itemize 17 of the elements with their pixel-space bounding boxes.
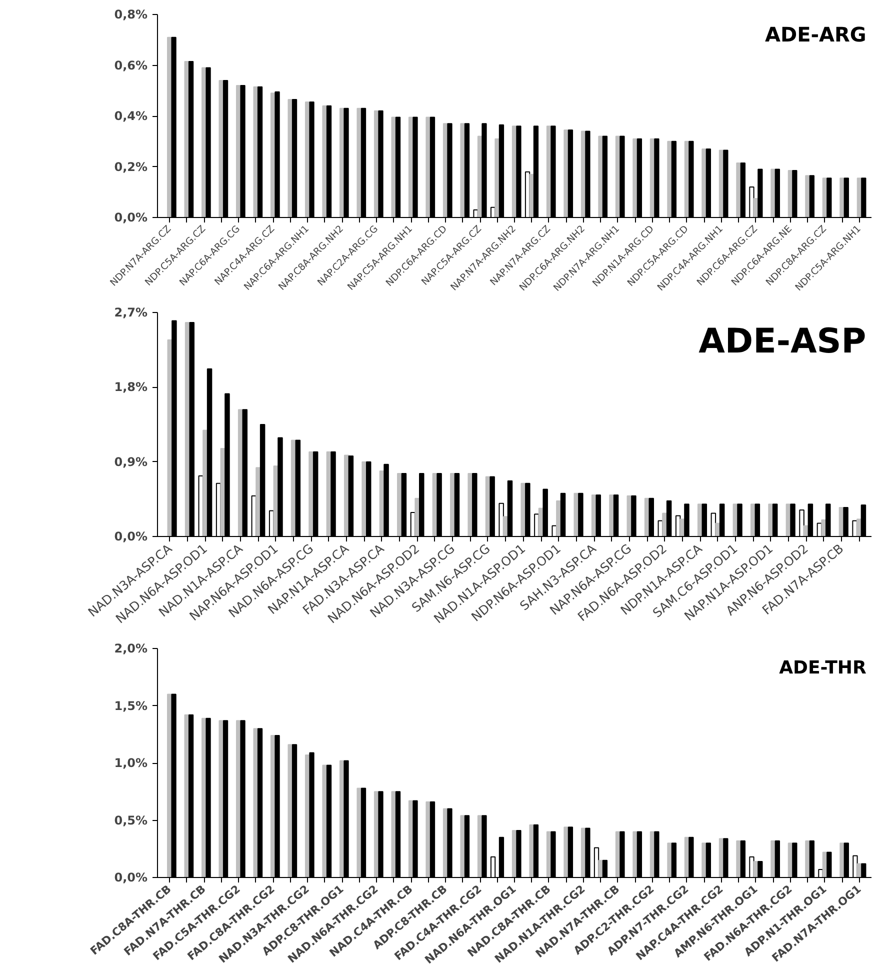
y-tick-label: 2,7% [114, 306, 148, 320]
y-tick-label: 0,0% [114, 530, 148, 544]
text: ADE-THR [779, 658, 866, 679]
y-tick-label: 0,2% [114, 160, 148, 174]
y-tick-label: 1,0% [114, 756, 148, 770]
y-tick-label: 0,9% [114, 454, 148, 469]
y-tick-label: 0,0% [114, 870, 148, 884]
y-tick-label: 0,6% [114, 58, 148, 72]
chart-title: ADE-ARG [764, 22, 866, 47]
y-tick-label: 2,0% [114, 642, 148, 656]
y-tick-label: 0,8% [114, 8, 148, 22]
y-tick-label: 0,4% [114, 109, 148, 123]
y-tick-label: 1,8% [114, 380, 148, 394]
y-tick-label: 0,5% [114, 813, 148, 828]
y-tick-label: 1,5% [114, 698, 148, 713]
y-tick-label: 0,0% [114, 210, 148, 224]
chart-title: ADE-ASP [698, 321, 866, 362]
